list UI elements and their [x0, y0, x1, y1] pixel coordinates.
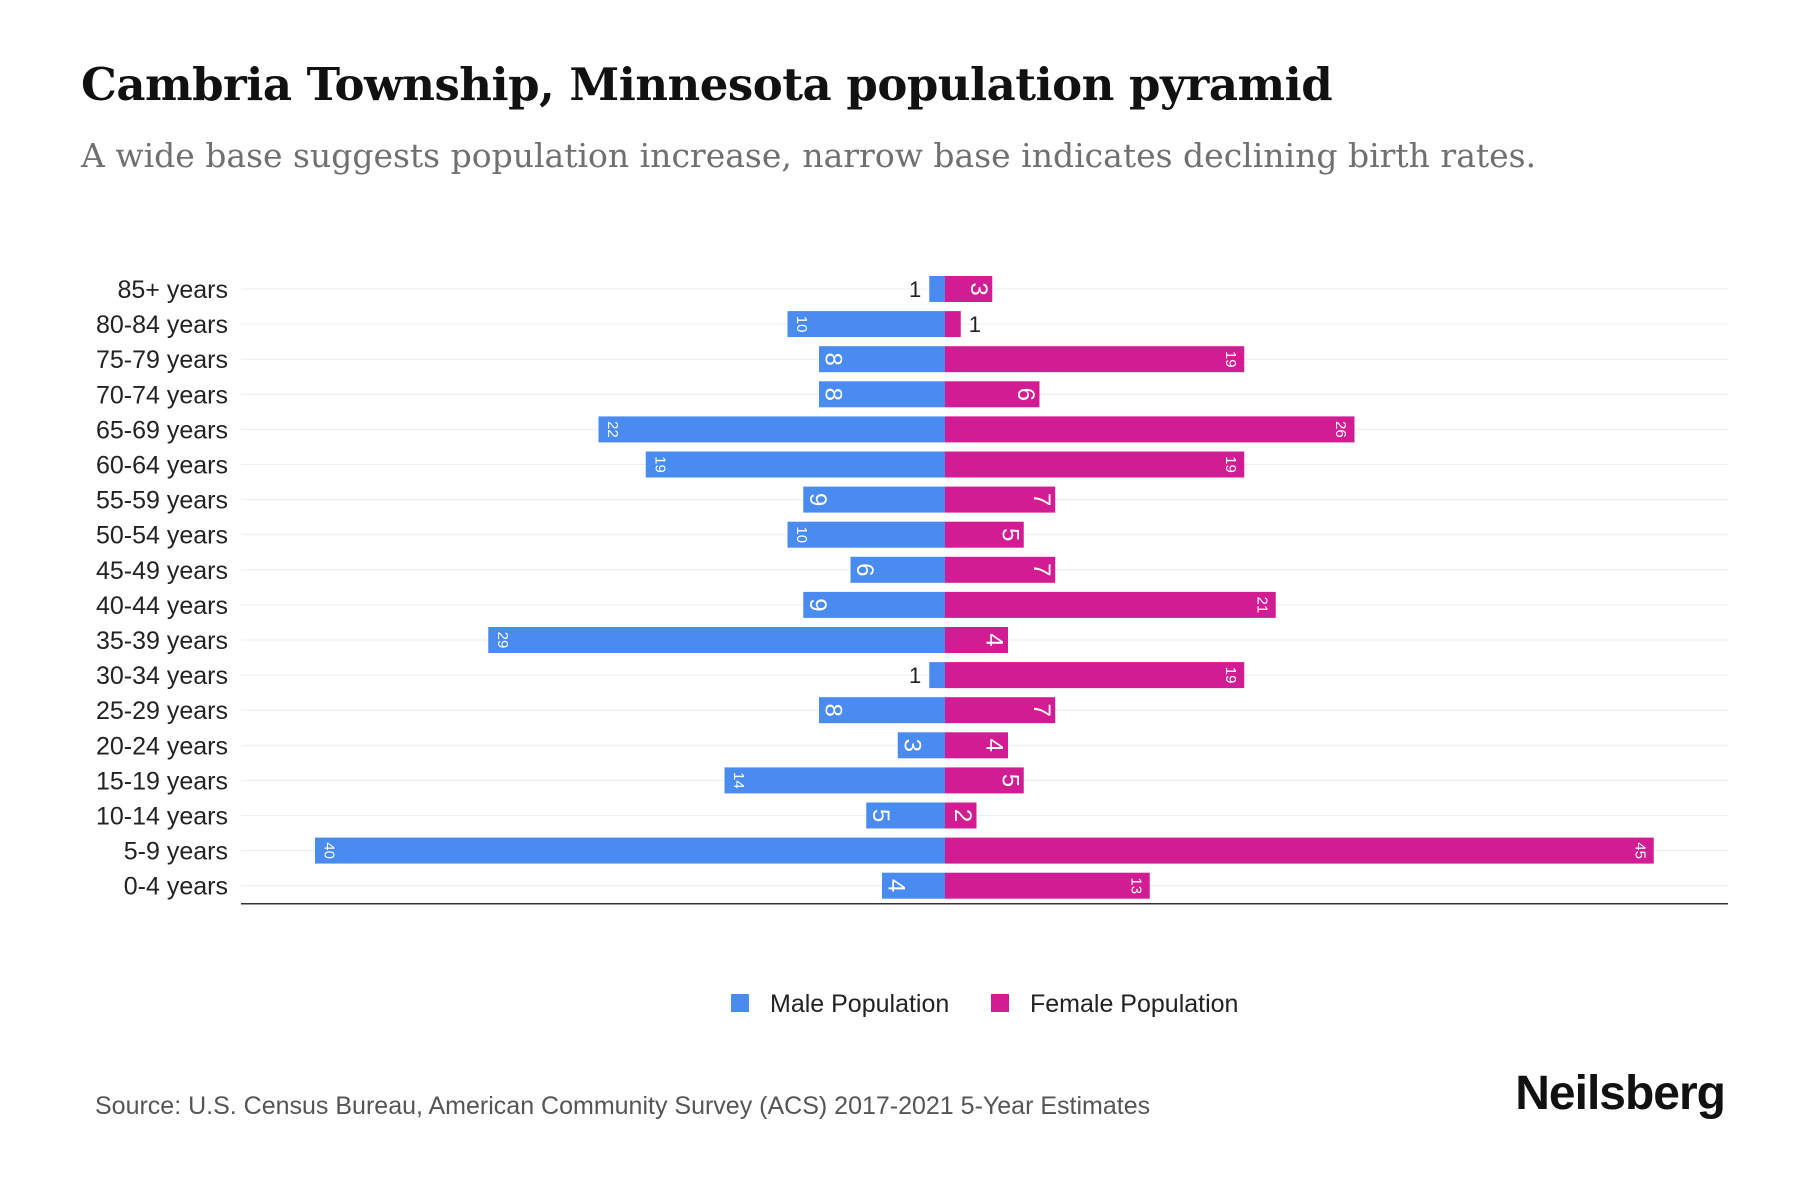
male-bar — [929, 276, 945, 302]
male-value-label: 9 — [804, 493, 831, 506]
female-bar — [945, 521, 1024, 548]
male-bar — [787, 311, 945, 338]
female-value-label: 5 — [996, 528, 1023, 541]
female-value-label: 1 — [969, 312, 981, 337]
male-bar — [787, 521, 945, 548]
female-bar — [945, 662, 1245, 689]
female-bar — [945, 486, 1056, 513]
female-bar — [945, 872, 1150, 899]
male-bar — [315, 837, 945, 864]
female-value-label: 5 — [996, 774, 1023, 787]
female-bar — [945, 627, 1008, 653]
category-label: 60-64 years — [96, 452, 228, 480]
category-label: 25-29 years — [96, 697, 228, 725]
category-label: 35-39 years — [96, 627, 228, 655]
male-value-label: 29 — [494, 632, 511, 649]
male-value-label: 6 — [851, 563, 878, 576]
female-value-label: 19 — [1222, 351, 1239, 368]
female-bar — [945, 837, 1654, 864]
male-bar — [819, 697, 945, 724]
chart-subtitle: A wide base suggests population increase… — [81, 136, 1537, 175]
female-bar — [945, 276, 993, 302]
female-bar — [945, 767, 1024, 794]
female-value-label: 26 — [1332, 421, 1349, 438]
female-value-label: 7 — [1028, 704, 1055, 717]
male-bar — [724, 767, 945, 794]
source-note: Source: U.S. Census Bureau, American Com… — [95, 1092, 1151, 1120]
female-bar — [945, 346, 1245, 373]
male-value-label: 19 — [651, 456, 668, 473]
population-pyramid-chart: 85+ years 1 380-84 years 10 175-79 years 8 197… — [96, 276, 1728, 1018]
male-bar — [645, 451, 945, 478]
chart-title: Cambria Township, Minnesota population p… — [81, 58, 1333, 111]
category-label: 20-24 years — [96, 732, 228, 760]
female-value-label: 2 — [949, 809, 976, 822]
male-value-label: 8 — [820, 353, 847, 366]
legend-swatch-female — [991, 994, 1009, 1012]
female-value-label: 4 — [981, 633, 1008, 646]
category-label: 70-74 years — [96, 381, 228, 409]
male-value-label: 22 — [604, 421, 621, 438]
male-value-label: 1 — [909, 277, 921, 302]
female-bar — [945, 556, 1056, 583]
male-value-label: 10 — [793, 316, 810, 333]
brand-logo: Neilsberg — [1515, 1067, 1726, 1120]
male-value-label: 9 — [804, 598, 831, 611]
category-label: 50-54 years — [96, 522, 228, 550]
male-value-label: 3 — [898, 739, 925, 752]
category-label: 45-49 years — [96, 557, 228, 585]
male-bar — [882, 872, 945, 899]
male-value-label: 5 — [867, 809, 894, 822]
female-bar — [945, 451, 1245, 478]
female-bar — [945, 381, 1040, 408]
category-label: 65-69 years — [96, 416, 228, 444]
category-label: 40-44 years — [96, 592, 228, 620]
category-label: 85+ years — [118, 276, 229, 304]
category-label: 30-34 years — [96, 662, 228, 690]
female-value-label: 3 — [965, 282, 992, 295]
male-value-label: 14 — [730, 772, 747, 789]
category-label: 55-59 years — [96, 487, 228, 515]
female-value-label: 21 — [1253, 597, 1270, 614]
male-bar — [929, 662, 945, 689]
male-bar — [803, 591, 945, 618]
male-bar — [897, 732, 945, 759]
male-bar — [850, 556, 945, 583]
female-bar — [945, 311, 961, 338]
male-value-label: 40 — [321, 842, 338, 859]
category-label: 15-19 years — [96, 767, 228, 795]
male-bar — [803, 486, 945, 513]
male-bar — [866, 802, 945, 829]
legend-swatch-male — [731, 994, 749, 1012]
female-bar — [945, 732, 1008, 759]
male-bar — [598, 416, 945, 443]
female-value-label: 7 — [1028, 563, 1055, 576]
legend-label-male: Male Population — [770, 990, 949, 1018]
male-value-label: 8 — [820, 704, 847, 717]
female-value-label: 13 — [1127, 877, 1144, 894]
category-label: 5-9 years — [124, 838, 228, 866]
legend-label-female: Female Population — [1030, 990, 1238, 1018]
male-bar — [819, 346, 945, 373]
female-bar — [945, 802, 977, 829]
male-bar — [819, 381, 945, 408]
female-value-label: 6 — [1012, 388, 1039, 401]
category-label: 75-79 years — [96, 346, 228, 374]
female-value-label: 19 — [1222, 456, 1239, 473]
male-bar — [488, 627, 945, 653]
female-value-label: 7 — [1028, 493, 1055, 506]
female-bar — [945, 591, 1276, 618]
male-value-label: 10 — [793, 526, 810, 543]
female-value-label: 19 — [1222, 667, 1239, 684]
female-bar — [945, 697, 1056, 724]
male-value-label: 1 — [909, 663, 921, 688]
category-label: 0-4 years — [124, 873, 228, 901]
female-value-label: 4 — [981, 739, 1008, 752]
female-value-label: 45 — [1631, 842, 1648, 859]
male-value-label: 4 — [883, 879, 910, 892]
female-bar — [945, 416, 1355, 443]
category-label: 10-14 years — [96, 803, 228, 831]
male-value-label: 8 — [820, 388, 847, 401]
category-label: 80-84 years — [96, 311, 228, 339]
